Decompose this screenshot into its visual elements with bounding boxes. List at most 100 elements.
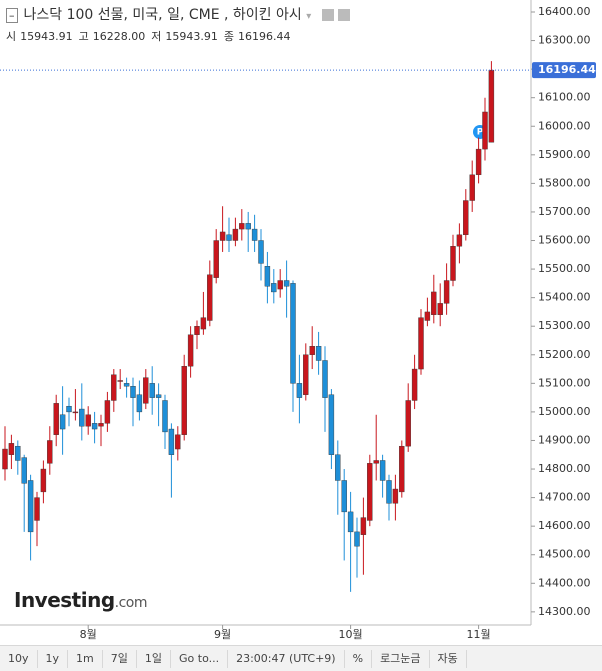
y-tick-label: 14900.00: [538, 433, 591, 446]
ohlc-value: 16228.00: [92, 30, 146, 43]
chart-title: 나스닥 100 선물, 미국, 일, CME , 하이킨 아시: [23, 7, 302, 23]
candle-body: [53, 403, 59, 435]
y-tick-label: 15300.00: [538, 319, 591, 332]
candle-body: [181, 366, 187, 435]
candle-body: [187, 334, 194, 367]
toolbar-item[interactable]: 7일: [103, 650, 137, 668]
candle-body: [104, 400, 111, 424]
candle-body: [277, 280, 283, 290]
y-tick-label: 15900.00: [538, 148, 591, 161]
candle-body: [15, 445, 21, 461]
y-tick-label: 14300.00: [538, 605, 591, 618]
visibility-icon[interactable]: [321, 9, 334, 21]
title-row: – 나스닥 100 선물, 미국, 일, CME , 하이킨 아시 ▾: [6, 4, 351, 24]
toolbar-item[interactable]: 자동: [430, 650, 467, 668]
candle-body: [367, 463, 373, 521]
y-tick-label: 15700.00: [538, 205, 591, 218]
ohlc-label: 종: [223, 30, 234, 43]
candle-body: [117, 380, 123, 382]
toolbar-item[interactable]: 10y: [0, 650, 38, 668]
candle-body: [335, 454, 341, 481]
candle-body: [290, 283, 296, 384]
candle-body: [431, 291, 437, 315]
candle-body: [258, 240, 264, 264]
logo: Investing.com: [14, 588, 148, 612]
y-tick-label: 14500.00: [538, 548, 591, 561]
candle-body: [392, 488, 399, 504]
candle-body: [411, 368, 418, 401]
candle-body: [219, 231, 226, 241]
candle-body: [79, 408, 85, 427]
x-tick-label: 10월: [339, 628, 363, 641]
ohlc-row: 시 15943.91 고 16228.00 저 15943.91 종 16196.44: [6, 28, 350, 44]
candle-body: [341, 480, 347, 513]
candle-body: [21, 457, 27, 484]
candle-body: [226, 234, 232, 241]
candle-body: [271, 283, 277, 293]
candle-body: [482, 111, 488, 150]
toolbar-item[interactable]: %: [345, 650, 373, 668]
toolbar-item[interactable]: 1m: [68, 650, 103, 668]
candle-body: [418, 317, 424, 370]
toolbar-item[interactable]: Go to...: [171, 650, 229, 668]
candle-body: [245, 223, 251, 230]
candle-body: [443, 280, 450, 304]
candle-body: [130, 385, 136, 398]
candle-body: [27, 480, 34, 533]
candle-body: [360, 517, 367, 535]
candle-body: [34, 497, 40, 521]
toolbar-item[interactable]: 1y: [38, 650, 69, 668]
toolbar-item[interactable]: 23:00:47 (UTC+9): [228, 650, 345, 668]
x-tick-label: 11월: [467, 628, 491, 641]
ohlc-label: 저: [151, 30, 162, 43]
dropdown-icon[interactable]: ▾: [306, 11, 312, 22]
candle-body: [450, 246, 456, 281]
logo-name: Investing: [14, 588, 115, 612]
candle-body: [47, 440, 53, 464]
candle-body: [251, 228, 258, 241]
candle-body: [456, 234, 463, 247]
candle-body: [168, 428, 175, 455]
ohlc-value: 16196.44: [238, 30, 291, 43]
y-tick-label: 15200.00: [538, 348, 591, 361]
candle-body: [149, 383, 155, 398]
candle-body: [2, 448, 8, 470]
y-tick-label: 15600.00: [538, 234, 591, 247]
candle-body: [59, 414, 66, 430]
toolbar-item[interactable]: 1일: [137, 650, 171, 668]
y-tick-label: 16000.00: [538, 119, 591, 132]
x-tick-label: 8월: [80, 628, 97, 641]
chart: P 14300.00 14400.00 14500.00 14600.00 14700.…: [0, 0, 596, 641]
settings-icon[interactable]: [338, 9, 351, 21]
candle-body: [213, 240, 219, 278]
candle-body: [354, 531, 360, 547]
candle-body: [373, 460, 379, 464]
y-tick-label: 15100.00: [538, 376, 591, 389]
candle-body: [72, 411, 79, 414]
candle-body: [194, 326, 200, 335]
y-tick-label: 14700.00: [538, 491, 591, 504]
collapse-icon[interactable]: –: [6, 8, 18, 23]
candle-body: [347, 511, 354, 533]
last-price-label: 16196.44: [538, 63, 596, 76]
logo-suffix: .com: [114, 595, 148, 611]
candle-body: [162, 400, 168, 433]
candle-body: [463, 200, 469, 236]
candle-body: [488, 69, 495, 143]
candle-body: [309, 346, 315, 355]
candle-body: [136, 394, 143, 413]
y-tick-label: 15500.00: [538, 262, 591, 275]
candle-body: [207, 274, 213, 321]
y-tick-label: 15400.00: [538, 291, 591, 304]
candle-body: [8, 443, 15, 455]
candle-body: [98, 423, 104, 427]
candle-body: [111, 374, 117, 401]
candle-body: [155, 394, 162, 398]
toolbar-item[interactable]: 로그눈금: [372, 650, 430, 668]
candle-body: [379, 460, 386, 481]
candle-body: [469, 174, 475, 201]
y-tick-label: 16400.00: [538, 5, 591, 18]
candle-body: [175, 434, 181, 450]
candle-body: [424, 311, 431, 321]
candle-body: [437, 303, 443, 315]
